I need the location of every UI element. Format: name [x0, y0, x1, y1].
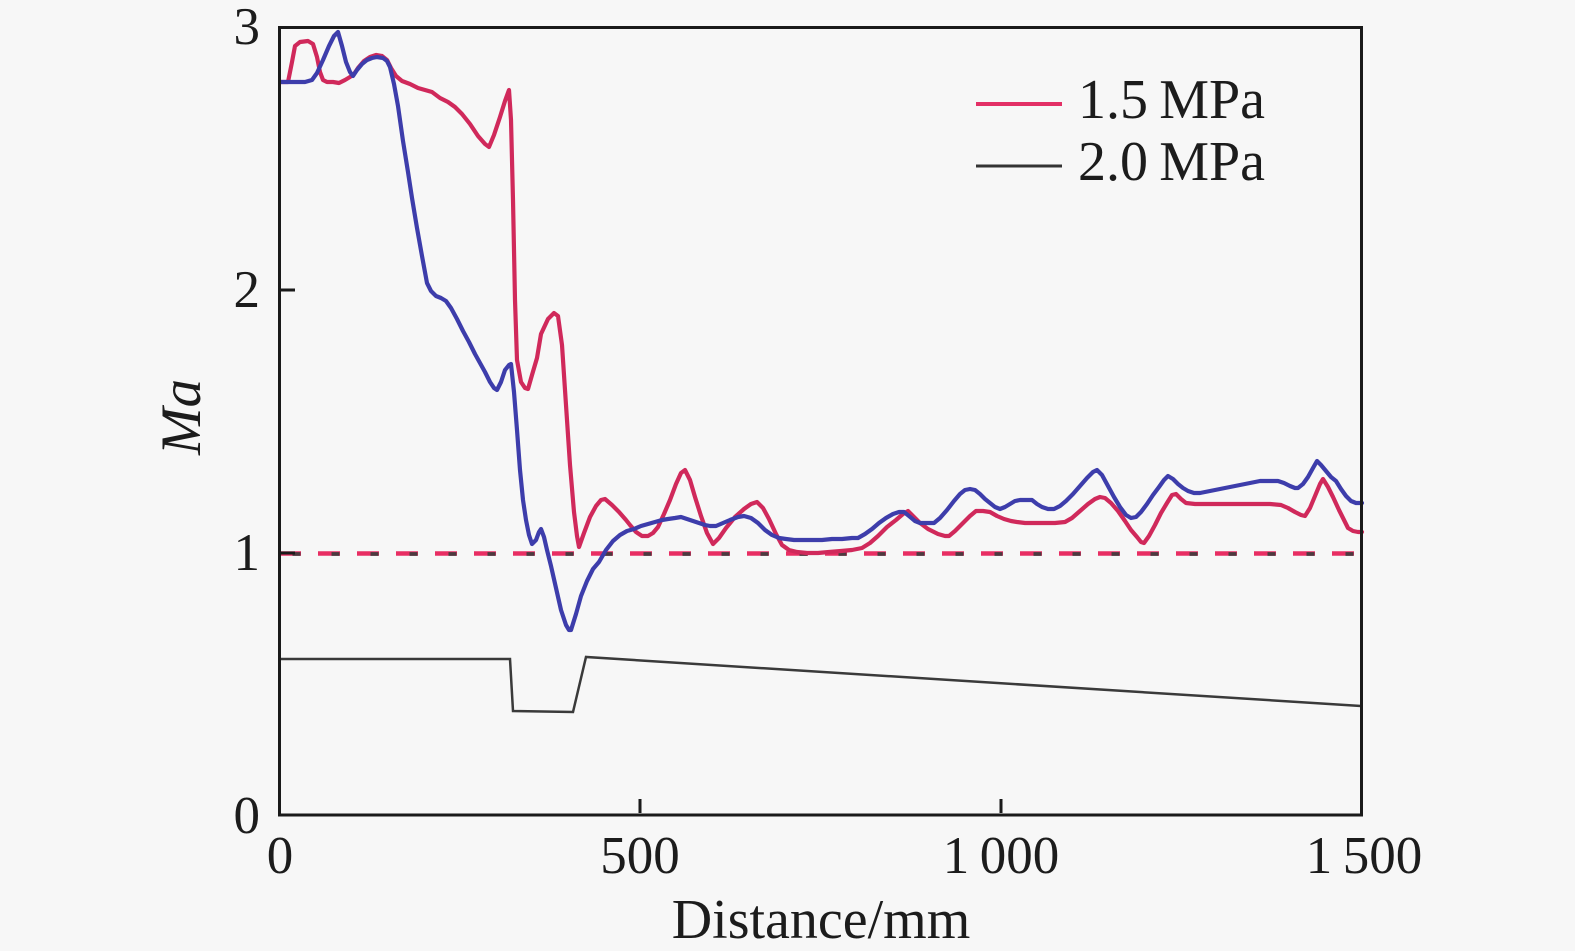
svg-text:3: 3: [234, 0, 261, 56]
svg-text:2: 2: [234, 261, 261, 319]
svg-text:Ma: Ma: [150, 379, 213, 456]
svg-text:0: 0: [267, 827, 294, 885]
svg-text:0: 0: [234, 787, 261, 845]
svg-text:Distance/mm: Distance/mm: [672, 889, 971, 951]
svg-text:500: 500: [600, 827, 680, 885]
svg-text:1 500: 1 500: [1306, 827, 1423, 885]
svg-text:2.0 MPa: 2.0 MPa: [1078, 131, 1265, 193]
svg-text:1: 1: [234, 524, 261, 582]
svg-text:1 000: 1 000: [943, 827, 1060, 885]
svg-text:1.5 MPa: 1.5 MPa: [1078, 69, 1265, 131]
